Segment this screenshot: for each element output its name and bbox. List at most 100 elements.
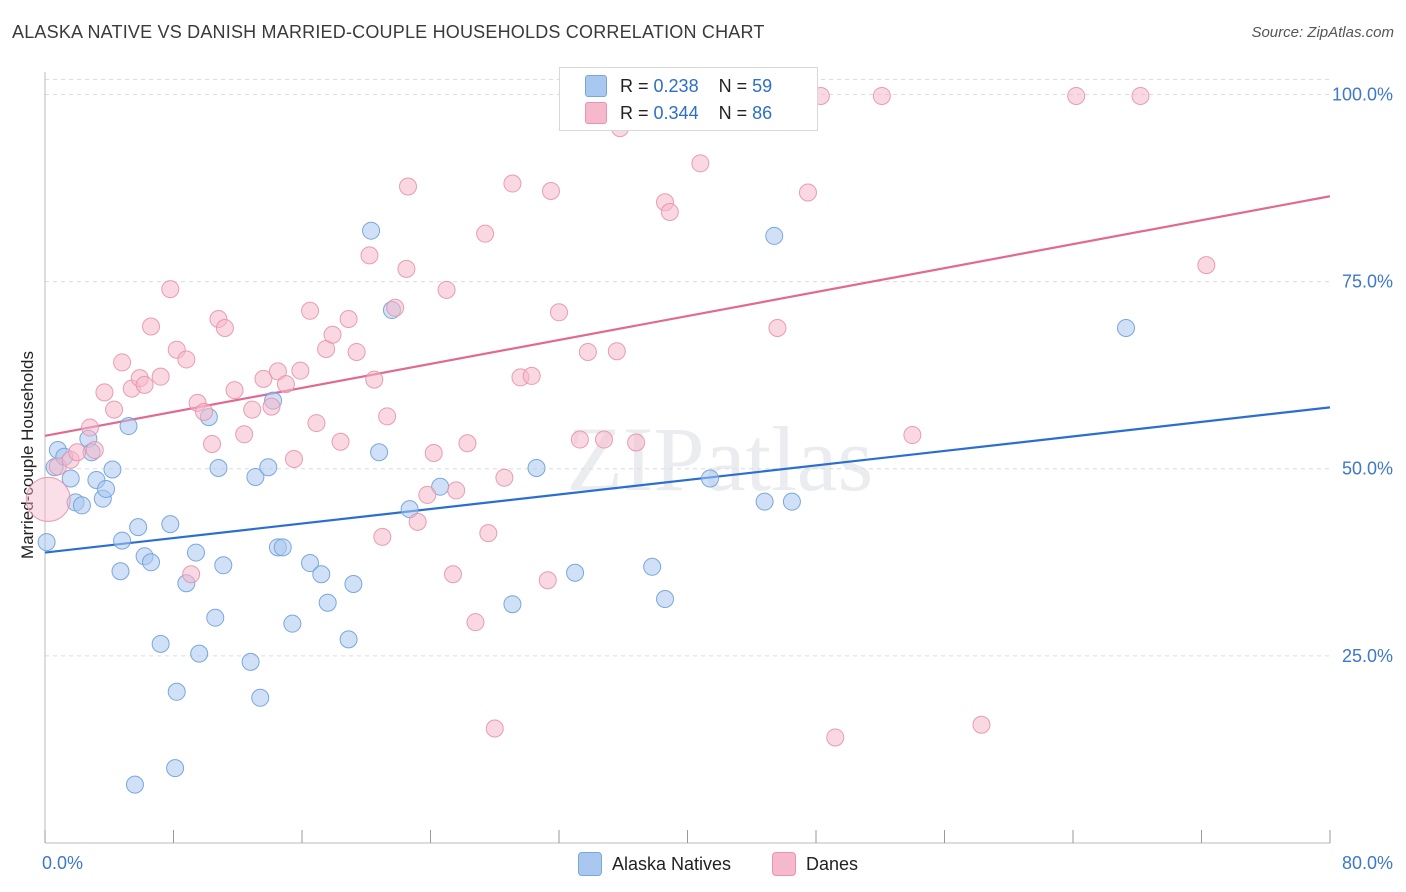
point-alaska-natives [167, 682, 186, 701]
point-danes [660, 202, 679, 221]
point-danes [235, 425, 254, 444]
point-danes [447, 481, 466, 500]
legend-swatch-danes [585, 102, 607, 124]
point-danes [365, 370, 384, 389]
point-danes [360, 246, 379, 265]
point-danes [68, 443, 87, 462]
point-danes [182, 565, 201, 584]
point-danes [768, 319, 787, 338]
point-alaska-natives [339, 630, 358, 649]
point-danes [85, 441, 104, 460]
point-alaska-natives [700, 469, 719, 488]
point-danes [284, 449, 303, 468]
point-danes [903, 426, 922, 445]
point-danes [339, 310, 358, 329]
point-alaska-natives [251, 688, 270, 707]
legend-label-danes: Danes [806, 853, 859, 874]
stats-legend: R = 0.238 N = 59 R = 0.344 N = 86 [559, 67, 818, 131]
point-alaska-natives [142, 553, 161, 572]
point-danes [135, 375, 154, 394]
point-danes [347, 342, 366, 361]
point-danes [691, 154, 710, 173]
point-danes [254, 369, 273, 388]
point-danes [1067, 86, 1086, 105]
legend-item-alaska-natives[interactable]: Alaska Natives [578, 851, 731, 877]
point-danes [466, 613, 485, 632]
point-alaska-natives [1117, 319, 1136, 338]
legend-r-value: 0.344 [653, 102, 699, 123]
legend-n-label: N = [718, 102, 748, 123]
legend-swatch-danes [772, 852, 796, 876]
point-alaska-natives [765, 226, 784, 245]
point-danes [268, 362, 287, 381]
point-alaska-natives [318, 593, 337, 612]
legend-r-label: R = [620, 102, 649, 123]
point-danes [105, 400, 124, 419]
legend-label-alaska-natives: Alaska Natives [612, 853, 732, 874]
point-alaska-natives [370, 443, 389, 462]
point-danes [323, 325, 342, 344]
point-danes [437, 280, 456, 299]
point-danes [243, 400, 262, 419]
point-danes [503, 174, 522, 193]
watermark: ZIPatlas [567, 408, 874, 510]
point-danes [177, 350, 196, 369]
point-danes [1131, 86, 1150, 105]
trend-line-alaska-natives [44, 406, 1331, 554]
legend-n-value: 86 [752, 102, 773, 123]
point-alaska-natives [656, 589, 675, 608]
y-tick-label: 100.0% [1332, 84, 1393, 104]
trend-lines [44, 195, 1331, 554]
legend-item-danes[interactable]: Danes [772, 851, 858, 877]
point-danes [476, 224, 495, 243]
point-alaska-natives [209, 458, 228, 477]
point-alaska-natives [61, 469, 80, 488]
point-danes [225, 381, 244, 400]
point-alaska-natives [400, 500, 419, 519]
point-danes [331, 432, 350, 451]
point-alaska-natives [190, 644, 209, 663]
trend-line-danes [44, 195, 1331, 437]
point-alaska-natives [643, 557, 662, 576]
point-alaska-natives [119, 417, 138, 436]
point-alaska-natives [214, 556, 233, 575]
point-danes [373, 527, 392, 546]
point-alaska-natives [283, 614, 302, 633]
point-alaska-natives [206, 608, 225, 627]
point-alaska-natives [259, 458, 278, 477]
y-tick-label: 75.0% [1342, 272, 1393, 292]
point-danes [215, 319, 234, 338]
legend-n-label: N = [718, 75, 748, 96]
point-alaska-natives [362, 221, 381, 240]
point-danes [479, 524, 498, 543]
point-danes [80, 418, 99, 437]
point-alaska-natives [186, 543, 205, 562]
point-danes [301, 301, 320, 320]
point-alaska-natives [151, 634, 170, 653]
legend-r-label: R = [620, 75, 649, 96]
point-alaska-natives [113, 531, 132, 550]
point-danes [386, 298, 405, 317]
legend-r-value: 0.238 [653, 75, 699, 96]
point-danes [195, 402, 214, 421]
legend-swatch-alaska [585, 75, 607, 97]
point-alaska-natives [103, 460, 122, 479]
point-danes [872, 86, 891, 105]
point-alaska-natives [166, 759, 185, 778]
point-danes [443, 565, 462, 584]
point-danes [538, 571, 557, 590]
point-alaska-natives [782, 492, 801, 511]
point-danes [25, 476, 71, 522]
point-danes [826, 728, 845, 747]
point-danes [113, 353, 132, 372]
point-danes [291, 361, 310, 380]
point-alaska-natives [129, 518, 148, 537]
point-alaska-natives [301, 554, 320, 573]
point-danes [397, 259, 416, 278]
point-danes [424, 444, 443, 463]
point-alaska-natives [755, 492, 774, 511]
point-alaska-natives [97, 479, 116, 498]
point-alaska-natives [344, 575, 363, 594]
point-danes [550, 303, 568, 322]
